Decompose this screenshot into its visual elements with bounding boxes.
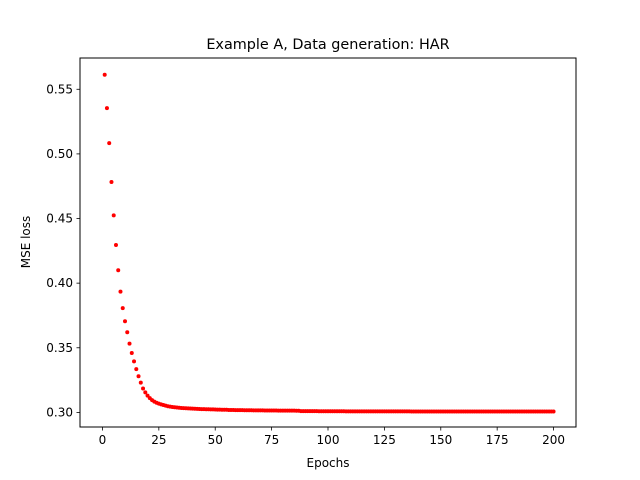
- data-point: [111, 213, 116, 218]
- data-point: [116, 268, 121, 273]
- y-tick-label: 0.35: [46, 341, 73, 355]
- data-point: [145, 393, 150, 398]
- x-tick-label: 75: [264, 433, 279, 447]
- x-tick-label: 0: [99, 433, 107, 447]
- data-point: [136, 374, 141, 379]
- data-point: [120, 306, 125, 311]
- data-point: [118, 289, 123, 294]
- plot-frame: [79, 57, 577, 428]
- x-tick-label: 125: [373, 433, 396, 447]
- y-tick-label: 0.50: [46, 147, 73, 161]
- x-axis-ticks: 0 25 50 75 100 125 150 175 200: [99, 427, 565, 447]
- x-tick-label: 175: [486, 433, 509, 447]
- chart-title: Example A, Data generation: HAR: [206, 37, 449, 53]
- x-tick-label: 200: [542, 433, 565, 447]
- x-tick-label: 100: [317, 433, 340, 447]
- x-tick-label: 150: [429, 433, 452, 447]
- y-tick-label: 0.45: [46, 212, 73, 226]
- data-point: [141, 386, 146, 391]
- data-point: [113, 243, 118, 248]
- x-tick-label: 25: [151, 433, 166, 447]
- y-tick-label: 0.30: [46, 405, 73, 419]
- y-axis-label: MSE loss: [19, 216, 33, 269]
- data-point: [109, 179, 114, 184]
- x-tick-label: 50: [208, 433, 223, 447]
- data-points: [102, 72, 556, 414]
- data-point: [143, 390, 148, 395]
- data-point: [134, 367, 139, 372]
- data-point: [138, 380, 143, 385]
- y-tick-label: 0.40: [46, 276, 73, 290]
- data-point: [104, 106, 109, 111]
- data-point: [125, 330, 130, 335]
- data-point: [132, 359, 137, 364]
- x-axis-label: Epochs: [307, 456, 350, 470]
- data-point: [127, 341, 132, 346]
- y-axis-ticks: 0.30 0.35 0.40 0.45 0.50 0.55: [46, 82, 80, 419]
- data-point: [102, 72, 107, 77]
- data-point: [551, 409, 556, 414]
- data-point: [129, 350, 134, 355]
- data-point: [123, 319, 127, 324]
- y-tick-label: 0.55: [46, 82, 73, 96]
- data-point: [107, 141, 112, 146]
